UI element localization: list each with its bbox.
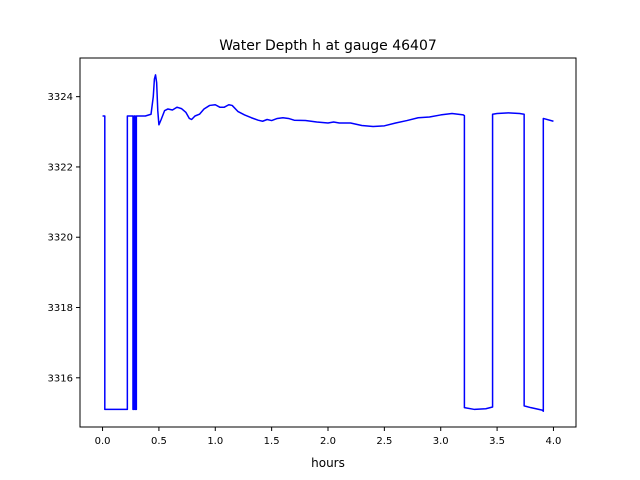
x-axis-label: hours	[311, 456, 345, 470]
x-tick-label: 0.0	[95, 436, 111, 447]
y-tick-label: 3316	[48, 373, 73, 384]
x-tick-label: 2.0	[320, 436, 336, 447]
y-axis: 3316 3318 3320 3322 3324	[48, 92, 80, 384]
x-tick-label: 0.5	[151, 436, 167, 447]
x-tick-label: 3.0	[433, 436, 449, 447]
chart-title: Water Depth h at gauge 46407	[219, 38, 437, 54]
x-tick-label: 4.0	[546, 436, 562, 447]
y-tick-label: 3318	[48, 303, 73, 314]
x-tick-label: 1.5	[264, 436, 280, 447]
series-layer	[102, 74, 554, 412]
y-tick-label: 3322	[48, 162, 73, 173]
x-tick-label: 2.5	[376, 436, 392, 447]
x-tick-label: 1.0	[207, 436, 223, 447]
y-tick-label: 3324	[48, 92, 73, 103]
series-line-0	[102, 74, 554, 412]
x-axis: 0.0 0.5 1.0 1.5 2.0 2.5 3.0 3.5 4.0	[95, 427, 562, 447]
x-tick-label: 3.5	[489, 436, 505, 447]
y-tick-label: 3320	[48, 233, 73, 244]
